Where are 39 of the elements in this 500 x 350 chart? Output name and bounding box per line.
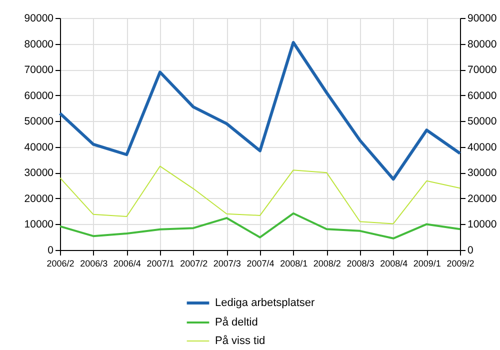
y2-tick-label: 50000: [468, 116, 497, 128]
x-tick-label: 2007/4: [246, 258, 274, 268]
y2-tick-label: 70000: [468, 64, 497, 76]
y-tick-label: 50000: [24, 116, 54, 128]
x-tick-label: 2006/3: [80, 258, 108, 268]
line-series: [58, 40, 462, 181]
y-tick-label: 0: [48, 244, 54, 256]
x-tick-label: 2008/1: [280, 258, 308, 268]
x-tick-label: 2009/2: [446, 258, 474, 268]
x-tick-label: 2009/1: [413, 258, 441, 268]
y-tick-label: 60000: [24, 90, 54, 102]
line-series: [60, 166, 460, 224]
legend-label: På deltid: [215, 316, 258, 328]
y2-tick-label: 20000: [468, 192, 497, 205]
y2-tick-label: 80000: [468, 38, 497, 50]
x-tick-label: 2008/4: [380, 258, 408, 268]
y2-tick-label: 0: [468, 244, 474, 256]
y-tick-label: 70000: [24, 64, 54, 76]
line-series: [59, 212, 461, 240]
legend-label: På viss tid: [215, 335, 266, 347]
y-tick-label: 10000: [24, 218, 54, 231]
y2-tick-label: 10000: [468, 218, 497, 231]
x-tick-label: 2006/4: [113, 258, 141, 268]
x-tick-label: 2007/3: [213, 258, 241, 268]
x-tick-label: 2008/2: [313, 258, 341, 268]
y-tick-label: 20000: [24, 192, 54, 205]
y-tick-label: 80000: [24, 38, 54, 50]
y2-tick-label: 90000: [468, 12, 497, 24]
x-tick-label: 2007/2: [180, 258, 208, 268]
y2-tick-label: 60000: [468, 90, 497, 102]
y-tick-label: 90000: [24, 12, 54, 24]
x-tick-label: 2007/1: [146, 258, 174, 268]
y2-tick-label: 40000: [468, 141, 497, 154]
y-tick-label: 40000: [24, 141, 54, 154]
x-tick-label: 2006/2: [46, 258, 74, 268]
y2-tick-label: 30000: [468, 167, 497, 180]
y-tick-label: 30000: [24, 167, 54, 180]
x-tick-label: 2008/3: [346, 258, 374, 268]
legend-label: Lediga arbetsplatser: [215, 297, 316, 309]
